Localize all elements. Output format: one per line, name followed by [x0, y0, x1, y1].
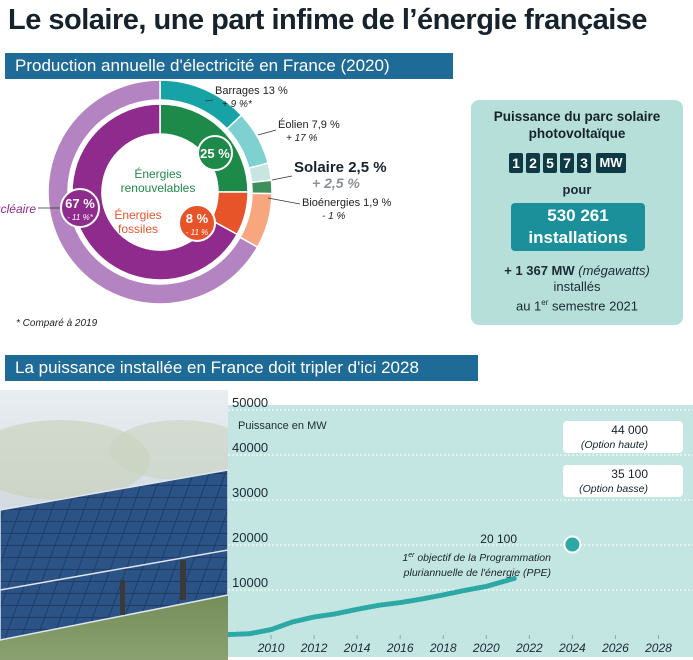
- eolien-label: Éolien 7,9 %: [278, 118, 340, 131]
- x-tick-label: 2012: [300, 641, 328, 655]
- donut-chart: 25 % Énergies renouvelables 8 % - 11 % É…: [0, 80, 391, 329]
- counter-digit: 2: [526, 153, 540, 173]
- added-value: + 1 367 MW: [504, 263, 575, 278]
- added-line2: installés: [553, 279, 601, 294]
- fossiles-pct: 8 %: [186, 211, 209, 226]
- solaire-label: Solaire 2,5 %: [294, 159, 387, 176]
- capacity-counter: 1 2 5 7 3 MW: [509, 153, 626, 173]
- fossiles-label-1: Énergies: [114, 207, 161, 222]
- target-haute-value: 44 000: [611, 423, 648, 437]
- renouvelables-label-2: renouvelables: [121, 181, 196, 195]
- x-tick-label: 2010: [257, 641, 285, 655]
- renouvelables-badge: [197, 135, 233, 171]
- installations-label: installations: [528, 228, 628, 247]
- nucleaire-badge: [60, 188, 100, 228]
- x-tick-label: 2022: [515, 641, 543, 655]
- x-tick-label: 2024: [558, 641, 586, 655]
- slice-nucleaire: [71, 103, 239, 281]
- target-ppe-note-2: pluriannuelle de l'énergie (PPE): [403, 567, 551, 579]
- leader-barrages: [204, 99, 214, 102]
- pour-label: pour: [562, 182, 592, 197]
- leader-eolien: [257, 129, 277, 136]
- bioenergies-label: Bioénergies 1,9 %: [302, 197, 391, 209]
- footnote: * Comparé à 2019: [16, 318, 98, 329]
- renouvelables-label-1: Énergies: [134, 166, 181, 181]
- nucleaire-label: Nucléaire: [0, 202, 36, 216]
- counter-digit: 3: [577, 153, 591, 173]
- x-tick-label: 2020: [472, 641, 500, 655]
- counter-digit: 5: [543, 153, 557, 173]
- target-ppe-note-1: 1er objectif de la Programmation: [402, 552, 551, 564]
- panel-title: Puissance du parc solaire photovoltaïque: [471, 108, 683, 142]
- barrages-change: + 9 %*: [222, 99, 253, 110]
- y-tick-label: 30000: [232, 485, 268, 500]
- y-tick-label: 10000: [232, 575, 268, 590]
- slice-bioenergies: [250, 179, 273, 195]
- x-tick-label: 2014: [343, 641, 371, 655]
- leader-solaire: [271, 175, 293, 181]
- added-line3-b: semestre 2021: [548, 298, 639, 314]
- fossiles-change: - 11 %: [186, 228, 209, 237]
- target-haute-box: [563, 421, 683, 453]
- panel-title-line2: photovoltaïque: [528, 126, 626, 141]
- series-line-capacity: [228, 575, 517, 638]
- x-tick-label: 2018: [429, 641, 457, 655]
- panel-title-line1: Puissance du parc solaire: [493, 109, 661, 124]
- barrages-label: Barrages 13 %: [215, 85, 288, 97]
- target-basse-value: 35 100: [611, 467, 648, 481]
- added-capacity: + 1 367 MW (mégawatts) installés au 1er …: [471, 263, 683, 314]
- slice-nucleaire-outer: [47, 80, 259, 305]
- solaire-change: + 2,5 %: [312, 175, 360, 191]
- page-title: Le solaire, une part infime de l’énergie…: [8, 4, 648, 36]
- solar-capacity-panel: Puissance du parc solaire photovoltaïque…: [471, 100, 683, 325]
- leader-bioenergies: [267, 197, 301, 205]
- eolien-change: + 17 %: [286, 133, 318, 144]
- fossiles-badge: [178, 204, 216, 242]
- x-tick-label: 2016: [386, 641, 414, 655]
- added-unit: (mégawatts): [578, 263, 650, 278]
- added-line3-a: au 1: [515, 298, 542, 314]
- x-tick-label: 2028: [644, 641, 672, 655]
- section-title-production: Production annuelle d'électricité en Fra…: [5, 53, 453, 79]
- target-ppe-value: 20 100: [480, 532, 517, 546]
- target-haute-note: (Option haute): [581, 439, 648, 451]
- y-tick-label: 20000: [232, 530, 268, 545]
- renouvelables-pct: 25 %: [200, 146, 230, 161]
- nucleaire-change: - 11 %*: [67, 213, 94, 222]
- section-title-puissance: La puissance installée en France doit tr…: [5, 355, 478, 381]
- target-basse-note: (Option basse): [579, 483, 648, 495]
- installed-capacity-chart: 10000 20000 30000 40000 50000 2010 2012 2014 20…: [228, 395, 693, 657]
- fossiles-label-2: fossiles: [118, 222, 158, 236]
- counter-digit: 7: [560, 153, 574, 173]
- nucleaire-pct: 67 %: [65, 196, 95, 211]
- solar-panels-photo: [0, 390, 228, 660]
- installations-box: 530 261 installations: [511, 203, 645, 251]
- counter-unit: MW: [596, 153, 626, 173]
- target-point: [563, 535, 582, 554]
- bioenergies-change: - 1 %: [322, 211, 345, 222]
- counter-digit: 1: [509, 153, 523, 173]
- y-tick-label: 50000: [232, 395, 268, 410]
- installations-value: 530 261: [547, 206, 609, 225]
- target-basse-box: [563, 465, 683, 497]
- added-line3-sup: er: [541, 298, 549, 307]
- y-tick-label: 40000: [232, 440, 268, 455]
- y-axis-label: Puissance en MW: [238, 420, 327, 432]
- x-tick-label: 2026: [601, 641, 629, 655]
